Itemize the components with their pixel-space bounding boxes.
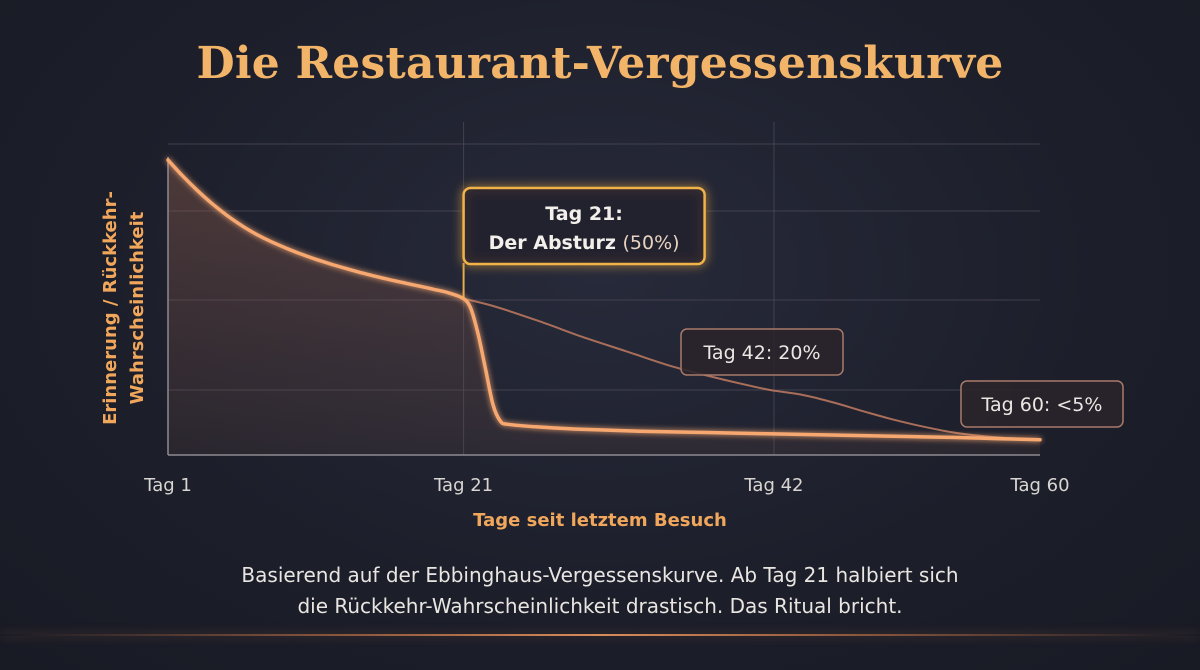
annotation-label-0-line2: Der Absturz (50%)	[489, 232, 680, 254]
area-under-curve	[168, 160, 1040, 455]
caption-line-2: die Rückkehr-Wahrscheinlichkeit drastisc…	[297, 594, 903, 618]
x-tick-label-0: Tag 1	[143, 475, 192, 496]
annotation-label-2: Tag 60: <5%	[981, 394, 1103, 416]
x-tick-label-1: Tag 21	[433, 475, 493, 496]
y-axis-title-line2: Wahrscheinlichkeit	[127, 211, 148, 404]
annotation-box-1	[680, 328, 844, 376]
annotation-box-2	[960, 380, 1124, 428]
annotations: Tag 21: Der Absturz (50%) Tag 42: 20% Tag 6…	[462, 186, 1124, 428]
area-fill-group	[168, 160, 1040, 455]
annotation-label-0-line1: Tag 21:	[545, 203, 623, 225]
x-tick-label-2: Tag 42	[743, 475, 803, 496]
annotation-label-1: Tag 42: 20%	[702, 342, 820, 364]
series-group	[166, 158, 1042, 442]
annotation-box-0	[462, 186, 706, 266]
x-axis-title: Tage seit letztem Besuch	[473, 510, 727, 531]
x-tick-label-3: Tag 60	[1009, 475, 1069, 496]
forgetting-curve-chart: Tag 1 Tag 21 Tag 42 Tag 60 Tag 21: Der Abstu…	[100, 122, 1124, 531]
main-curve-line	[166, 158, 1042, 442]
bottom-glow-divider	[0, 634, 1200, 636]
caption: Basierend auf der Ebbinghaus-Vergessensk…	[0, 560, 1200, 622]
annotation-label-0-bold: Der Absturz	[489, 232, 623, 254]
chart-title: Die Restaurant-Vergessenskurve	[196, 38, 1004, 89]
axes	[167, 157, 1040, 456]
caption-line-1: Basierend auf der Ebbinghaus-Vergessensk…	[241, 563, 959, 587]
secondary-curve-line	[463, 297, 1041, 441]
x-tick-labels: Tag 1 Tag 21 Tag 42 Tag 60	[143, 475, 1069, 496]
y-axis-title: Erinnerung / Rückkehr- Wahrscheinlichkei…	[100, 191, 148, 425]
y-axis-title-line1: Erinnerung / Rückkehr-	[100, 191, 121, 425]
annotation-label-0-light: (50%)	[623, 232, 680, 254]
